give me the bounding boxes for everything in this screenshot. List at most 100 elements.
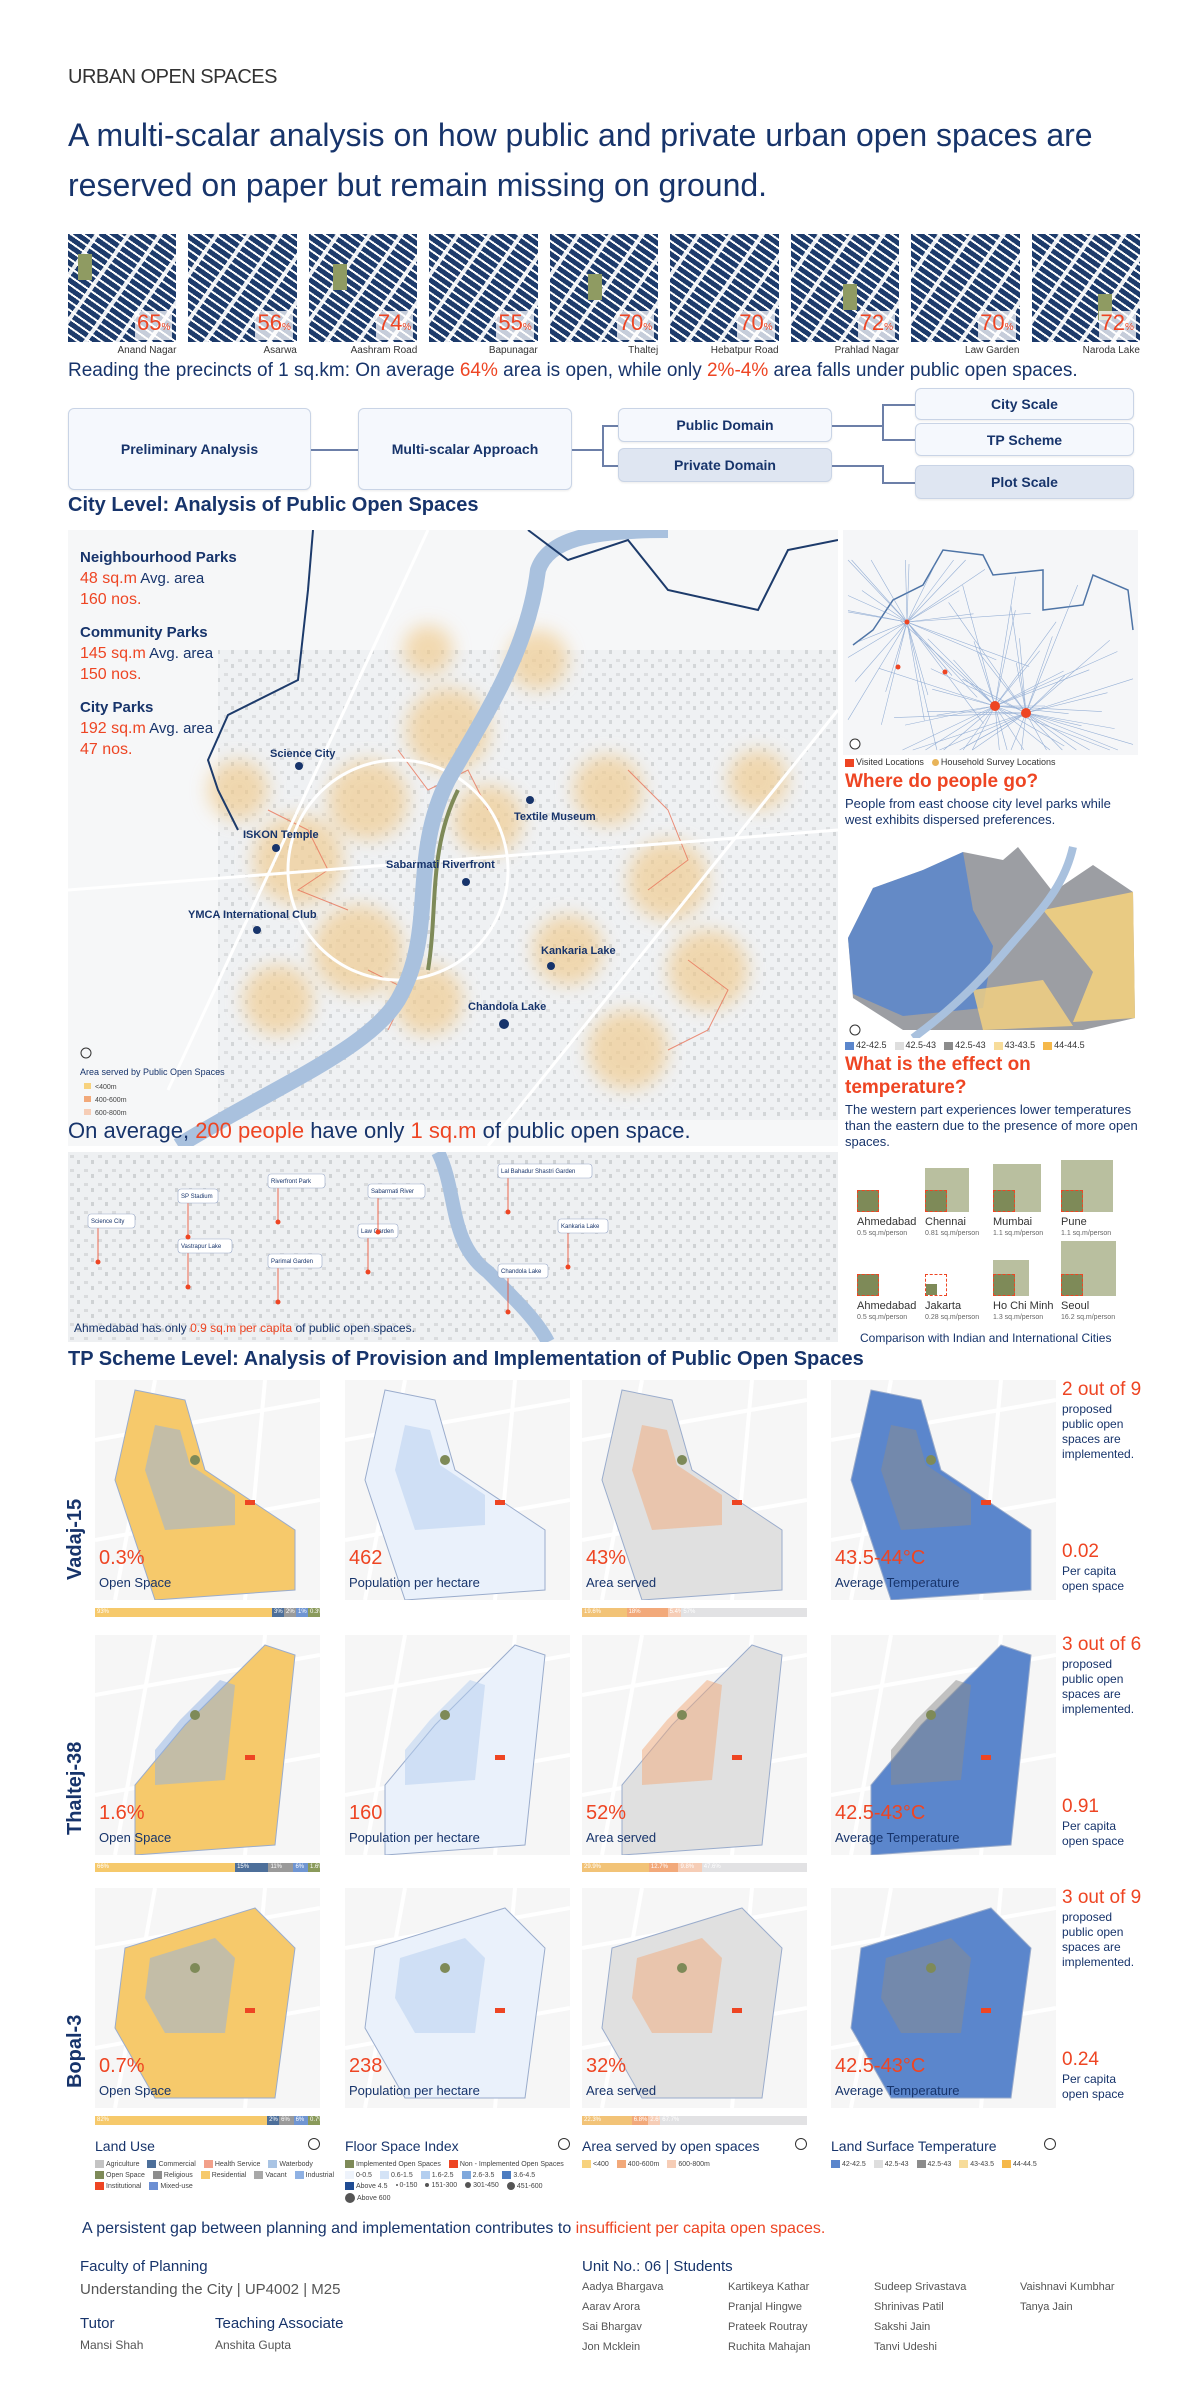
legend-swatch — [845, 758, 854, 767]
precinct-name: Law Garden — [965, 345, 1020, 356]
city-square — [926, 1284, 937, 1295]
figure-ground-map: 65% — [68, 234, 177, 342]
area-served-map: 32% Area served — [582, 1888, 807, 2108]
precinct-thumbnails: 65% Anand Nagar 56% Asarwa 74% Aashram Road 55… — [68, 234, 1141, 356]
text: On average, — [68, 1118, 196, 1143]
stat-value: 43.5-44°C — [835, 1547, 926, 1569]
temperature-map: 43.5-44°C Average Temperature — [831, 1380, 1056, 1600]
bar-segment: 6% — [279, 2116, 294, 2125]
per-capita-label: Per capita open space — [1062, 1819, 1125, 1848]
legend-swatch — [395, 2184, 398, 2187]
legend-swatch — [95, 2171, 104, 2179]
land-use-bar: 66%15%11%6%1.6% — [95, 1863, 320, 1872]
legend-item: 400-600m — [95, 1097, 127, 1104]
average-sentence: On average, 200 people have only 1 sq.m … — [68, 1118, 691, 1144]
figure-ground-map: 55% — [429, 234, 539, 342]
legend-item: 43-43.5 — [959, 2160, 994, 2168]
percent-value: 70 — [739, 310, 764, 335]
legend-title: Floor Space Index — [345, 2138, 570, 2154]
percapita-caption: Ahmedabad has only 0.9 sq.m per capita o… — [74, 1321, 415, 1335]
ta-name: Anshita Gupta — [215, 2338, 292, 2352]
legend-label: 42.5-43 — [884, 2160, 909, 2168]
stat-label: Population per hectare — [349, 2083, 480, 2098]
figure-ground-map: 70% — [670, 234, 780, 342]
city-name: Pune — [1061, 1216, 1087, 1228]
legend-label: Residential — [211, 2171, 247, 2179]
ahmedabad-square — [857, 1274, 879, 1296]
area-value: 145 sq.m — [80, 645, 146, 662]
city-comparison-item: Chennai 0.81 sq.m/person — [925, 1160, 991, 1240]
percent-sign: % — [763, 322, 773, 333]
city-value: 1.1 sq.m/person — [993, 1230, 1044, 1237]
city-comparison: Ahmedabad 0.5 sq.m/person Chennai 0.81 sq.m… — [843, 1152, 1138, 1330]
legend-title-text: Land Use — [95, 2138, 155, 2154]
area-label: Avg. area — [149, 720, 214, 737]
legend-swatch — [667, 2160, 677, 2168]
student-name: Tanya Jain — [1020, 2301, 1073, 2313]
bar-segment: 1% — [296, 1608, 308, 1617]
bar-segment: 5.4% — [667, 1608, 682, 1617]
city-comparison-item: Jakarta 0.28 sq.m/person — [925, 1244, 991, 1324]
compass-icon — [1044, 2138, 1056, 2150]
percent-sign: % — [884, 322, 894, 333]
legend-item: 42.5-43 — [916, 2160, 951, 2168]
park-area: 192 sq.m Avg. area — [80, 718, 237, 739]
course-name: Understanding the City | UP4002 | M25 — [80, 2281, 341, 2298]
stat-value: 52% — [586, 1802, 627, 1824]
text: area falls under public open spaces. — [768, 360, 1078, 381]
percent-sign: % — [161, 322, 171, 333]
city-map: Science City ISKON Temple YMCA Internati… — [68, 530, 838, 1146]
legend-title: Land Use — [95, 2138, 320, 2154]
legend-item: 0-150 — [395, 2182, 417, 2190]
legend-swatch — [425, 2183, 430, 2188]
legend-swatch — [1043, 1041, 1053, 1050]
open-percent: 70% — [737, 310, 775, 340]
legend-item: 42.5-43 — [944, 1040, 986, 1050]
compass-icon — [558, 2138, 570, 2150]
city-name: Chennai — [925, 1216, 966, 1228]
percent-value: 72 — [859, 310, 885, 335]
place-label: YMCA International Club — [188, 909, 317, 921]
bar-segment: 18% — [626, 1608, 668, 1617]
area-served-bar: 29.9% 12.7% 9.8% 47.6% — [582, 1863, 808, 1872]
stat-value: 43% — [586, 1547, 627, 1569]
figure-ground-map: 74% — [308, 234, 418, 342]
legend-label: Institutional — [106, 2182, 142, 2190]
city-name: Jakarta — [925, 1300, 962, 1312]
stat-label: Population per hectare — [349, 1830, 480, 1845]
legend-swatch — [345, 2160, 354, 2168]
open-percent: 72% — [1098, 311, 1136, 340]
temperature-map — [843, 838, 1138, 1038]
legend-label: Above 600 — [357, 2194, 391, 2202]
park-label: SP Stadium — [181, 1194, 213, 1200]
implementation-note: 3 out of 6 proposed public open spaces ar… — [1062, 1633, 1142, 1717]
legend-swatch — [1002, 2160, 1011, 2168]
bar-segment: 1.6% — [308, 1863, 320, 1872]
flow-multiscalar: Multi-scalar Approach — [358, 408, 572, 490]
per-capita-value: 0.02 — [1062, 1541, 1099, 1562]
student-name: Tanvi Udeshi — [874, 2341, 937, 2353]
legend-title: Area served by open spaces — [582, 2138, 807, 2154]
area-value: 192 sq.m — [80, 720, 146, 737]
place-label: Sabarmati Riverfront — [386, 859, 495, 871]
park-label: Riverfront Park — [271, 1179, 312, 1185]
fsi-map: 462 Population per hectare — [345, 1380, 570, 1600]
bar-segment: 93% — [95, 1608, 272, 1617]
legend-item: Above 600 — [345, 2193, 390, 2203]
stat-label: Area served — [586, 2083, 657, 2098]
per-capita-note: 0.24 Per capita open space — [1062, 2048, 1142, 2102]
city-name: Mumbai — [993, 1216, 1033, 1228]
student-name: Aadya Bhargava — [582, 2281, 664, 2293]
text: Reading the precincts of 1 sq.km: On ave… — [68, 360, 460, 381]
flow-city-scale: City Scale — [915, 388, 1134, 420]
implemented-count: 3 out of 9 — [1062, 1887, 1142, 1908]
stat-label: Open Space — [99, 1575, 172, 1590]
implemented-count: 2 out of 9 — [1062, 1379, 1142, 1400]
implemented-text: proposed public open spaces are implemen… — [1062, 1657, 1135, 1716]
legend-label: Implemented Open Spaces — [356, 2160, 441, 2168]
percent-sign: % — [281, 322, 291, 333]
legend-label: Visited Locations — [856, 757, 924, 767]
bar-segment: 2% — [267, 2116, 280, 2125]
legend-item: 2.6-3.5 — [461, 2171, 494, 2179]
city-name: Ahmedabad — [857, 1300, 917, 1312]
